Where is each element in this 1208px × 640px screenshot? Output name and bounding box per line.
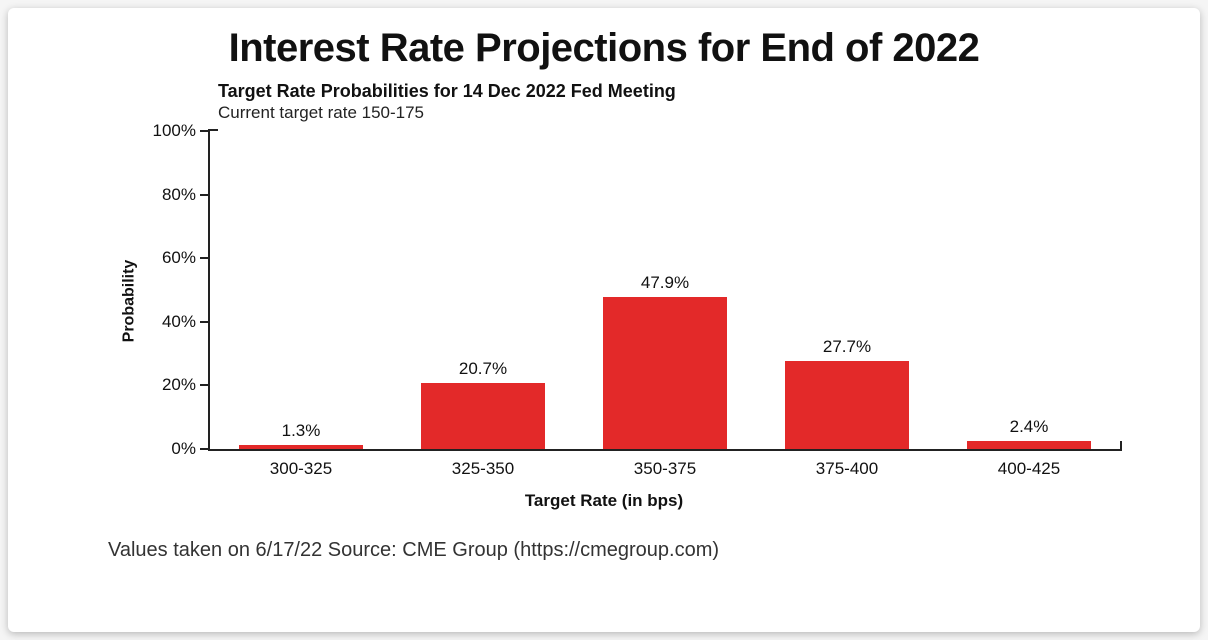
chart-current-rate: Current target rate 150-175 (218, 103, 424, 123)
x-tick-label: 400-425 (998, 459, 1060, 479)
plot-region: 1.3%300-32520.7%325-35047.9%350-37527.7%… (208, 131, 1120, 451)
y-tick-label: 60% (162, 248, 196, 268)
chart-area: Target Rate Probabilities for 14 Dec 202… (48, 81, 1160, 521)
chart-footer: Values taken on 6/17/22 Source: CME Grou… (108, 539, 1160, 562)
bar-slot: 2.4%400-425 (938, 131, 1120, 449)
y-tick (200, 257, 210, 259)
x-tick-label: 325-350 (452, 459, 514, 479)
chart-title: Interest Rate Projections for End of 202… (48, 26, 1160, 71)
chart-card: Interest Rate Projections for End of 202… (8, 8, 1200, 632)
y-tick (200, 321, 210, 323)
bars-container: 1.3%300-32520.7%325-35047.9%350-37527.7%… (210, 131, 1120, 449)
y-tick-label: 20% (162, 375, 196, 395)
bar-value-label: 47.9% (641, 273, 689, 293)
bar-value-label: 20.7% (459, 359, 507, 379)
y-axis-label: Probability (120, 260, 138, 343)
y-tick-label: 100% (153, 121, 196, 141)
y-tick (200, 448, 210, 450)
bar-value-label: 27.7% (823, 337, 871, 357)
bar-value-label: 2.4% (1010, 417, 1049, 437)
chart-subtitle: Target Rate Probabilities for 14 Dec 202… (218, 81, 676, 102)
bar-slot: 47.9%350-375 (574, 131, 756, 449)
bar (239, 445, 363, 449)
bar (785, 361, 909, 449)
y-tick (200, 384, 210, 386)
bar-value-label: 1.3% (282, 421, 321, 441)
y-tick (200, 130, 210, 132)
y-tick-label: 80% (162, 185, 196, 205)
bar (603, 297, 727, 449)
axis-stub (1120, 441, 1122, 451)
bar (967, 441, 1091, 449)
bar (421, 383, 545, 449)
x-axis-label: Target Rate (in bps) (525, 491, 683, 511)
bar-slot: 1.3%300-325 (210, 131, 392, 449)
y-tick (200, 194, 210, 196)
x-tick-label: 300-325 (270, 459, 332, 479)
y-tick-label: 40% (162, 312, 196, 332)
x-tick-label: 350-375 (634, 459, 696, 479)
y-tick-label: 0% (171, 439, 196, 459)
x-tick-label: 375-400 (816, 459, 878, 479)
bar-slot: 20.7%325-350 (392, 131, 574, 449)
bar-slot: 27.7%375-400 (756, 131, 938, 449)
